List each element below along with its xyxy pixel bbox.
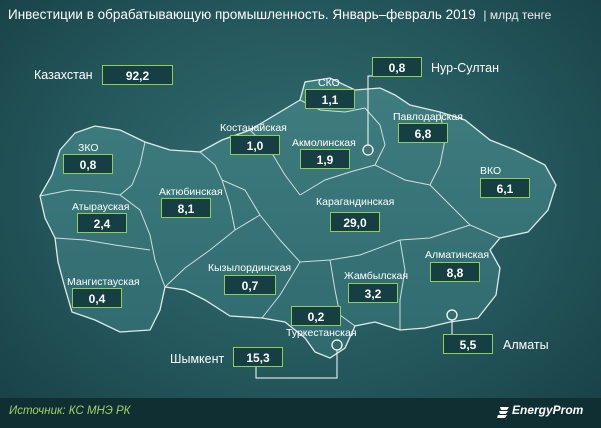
total-label: Казахстан	[34, 68, 93, 82]
energyprom-logo-icon	[497, 407, 509, 418]
source-note: Источник: КС МНЭ РК	[9, 405, 131, 417]
label-kyzylorda: Кызылординская	[208, 262, 292, 274]
border-akmola-pavlodar	[364, 107, 386, 166]
value-sko: 1,1	[305, 89, 355, 109]
border-turkestan-zhambyl	[329, 259, 356, 327]
value-akmola: 1,9	[300, 149, 350, 169]
border-aktobe-kyzylorda	[164, 214, 261, 288]
border-karaganda-south	[259, 214, 401, 263]
label-vko: ВКО	[480, 165, 502, 177]
border-zko-atyrau	[39, 189, 121, 197]
label-karaganda: Карагандинская	[316, 196, 395, 208]
label-aktobe: Актюбинская	[159, 186, 223, 198]
label-nur-sultan: Нур-Султан	[431, 61, 499, 75]
value-vko: 6,1	[480, 178, 530, 198]
value-nur-sultan: 0,8	[372, 57, 422, 77]
border-karaganda-almaty	[399, 224, 471, 241]
brand-logo: EnergyProm	[512, 403, 584, 417]
border-atyrau-mangystau	[54, 237, 151, 251]
value-atyrau: 2,4	[77, 213, 127, 233]
value-shymkent: 15,3	[233, 347, 283, 367]
value-aktobe: 8,1	[161, 198, 211, 218]
label-almaty-region: Алматинская	[425, 249, 490, 261]
value-almaty-city: 5,5	[443, 334, 493, 354]
unit-label: | млрд тенге	[483, 8, 552, 22]
country-outline	[39, 77, 557, 359]
value-pavlodar: 6,8	[398, 123, 448, 143]
value-turkestan: 0,2	[291, 306, 341, 326]
page-title: Инвестиции в обрабатывающую промышленнос…	[8, 7, 551, 22]
value-zhambyl: 3,2	[348, 283, 398, 303]
label-pavlodar: Павлодарская	[393, 111, 463, 123]
leader-nur-sultan	[367, 75, 372, 145]
border-akmola-karaganda	[299, 164, 376, 196]
label-shymkent: Шымкент	[170, 352, 225, 366]
value-kyzylorda: 0,7	[224, 275, 276, 295]
leader-shymkent	[255, 350, 338, 379]
border-zhambyl-almaty	[399, 239, 406, 330]
border-kostanay-karaganda	[221, 179, 261, 216]
label-akmola: Акмолинская	[292, 137, 356, 149]
label-mangystau: Мангистауская	[67, 276, 140, 288]
label-zko: ЗКО	[78, 142, 99, 154]
border-karaganda-vko	[374, 164, 501, 239]
value-karaganda: 29,0	[330, 212, 380, 232]
label-zhambyl: Жамбылская	[344, 270, 409, 282]
label-turkestan: Туркестанская	[286, 327, 357, 339]
value-almaty-region: 8,8	[430, 262, 480, 282]
border-atyrau-aktobe	[119, 194, 166, 288]
value-kostanay: 1,0	[230, 135, 280, 155]
value-mangystau: 0,4	[72, 288, 122, 308]
border-kyzylorda-turkestan	[261, 261, 301, 319]
label-atyrau: Атырауская	[72, 201, 130, 213]
value-zko: 0,8	[63, 154, 113, 174]
title-text: Инвестиции в обрабатывающую промышленнос…	[8, 7, 476, 22]
label-almaty-city: Алматы	[503, 338, 549, 352]
label-kostanay: Костанайская	[220, 122, 287, 134]
total-value: 92,2	[102, 65, 173, 85]
label-sko: СКО	[318, 77, 340, 89]
border-zko-aktobe	[119, 141, 146, 196]
